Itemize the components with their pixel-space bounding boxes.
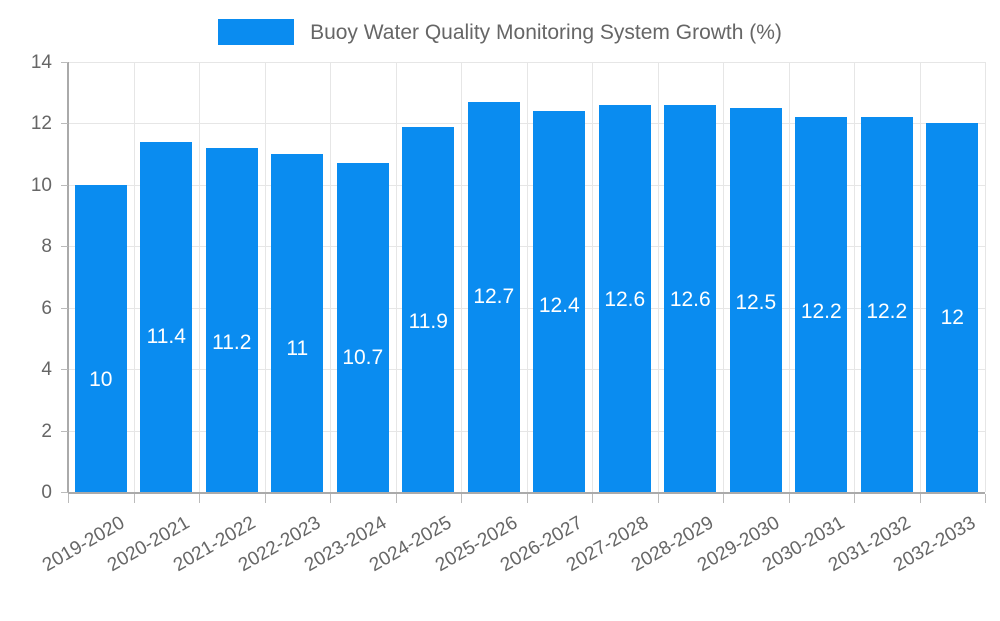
y-axis-tick-label: 12	[30, 113, 52, 135]
bar[interactable]	[336, 163, 389, 492]
y-tick-mark	[61, 184, 68, 186]
x-tick-mark	[134, 494, 135, 503]
y-axis-tick-label: 14	[30, 52, 52, 73]
gridline-vertical	[592, 62, 593, 492]
bar[interactable]	[729, 108, 782, 492]
bar-value-label: 12.2	[866, 300, 908, 324]
bar[interactable]	[795, 117, 848, 492]
gridline-vertical	[461, 62, 462, 492]
gridline-vertical	[265, 62, 266, 492]
bar-value-label: 12.4	[538, 294, 580, 318]
x-tick-mark	[920, 494, 921, 503]
bar[interactable]	[140, 141, 193, 492]
gridline-vertical	[396, 62, 397, 492]
bar[interactable]	[926, 123, 979, 492]
bar-value-label: 11.4	[146, 324, 186, 348]
gridline-vertical	[330, 62, 331, 492]
bar-value-label: 11.9	[408, 309, 448, 333]
y-tick-mark	[61, 246, 68, 248]
y-tick-mark	[61, 123, 68, 125]
gridline-vertical	[723, 62, 724, 492]
bar[interactable]	[467, 101, 520, 492]
x-tick-mark	[461, 494, 462, 503]
bar[interactable]	[205, 148, 258, 492]
bar-value-label: 12.5	[735, 291, 777, 315]
y-tick-mark	[61, 430, 68, 432]
bar-value-label: 10.7	[342, 346, 384, 370]
bar[interactable]	[598, 105, 651, 492]
x-tick-mark	[723, 494, 724, 503]
bar-value-label: 11	[286, 337, 309, 361]
bar-value-label: 12.2	[800, 300, 842, 324]
bar-value-label: 12.6	[604, 288, 646, 311]
bar-value-label: 11.2	[212, 331, 252, 354]
y-axis-tick-label: 8	[41, 236, 52, 258]
legend-color-swatch[interactable]	[218, 19, 295, 45]
gridline-vertical	[527, 62, 528, 492]
bar[interactable]	[664, 105, 717, 492]
gridline-vertical	[658, 62, 659, 492]
y-axis-tick-label: 4	[41, 359, 52, 381]
x-tick-mark	[658, 494, 659, 503]
gridline-horizontal	[68, 184, 985, 186]
gridline-horizontal	[68, 430, 985, 432]
gridline-horizontal	[68, 123, 985, 125]
chart-legend: Buoy Water Quality Monitoring System Gro…	[0, 12, 1000, 52]
x-tick-mark	[789, 494, 790, 503]
bar[interactable]	[271, 154, 324, 492]
x-tick-mark	[396, 494, 397, 503]
x-tick-mark	[330, 494, 331, 503]
bar[interactable]	[402, 126, 455, 492]
x-tick-mark	[265, 494, 266, 503]
y-tick-mark	[61, 62, 68, 63]
gridline-vertical	[789, 62, 790, 492]
bar-value-label: 10	[89, 367, 113, 391]
x-tick-mark	[199, 494, 200, 503]
gridline-horizontal	[68, 307, 985, 309]
gridline-horizontal	[68, 62, 985, 63]
y-axis-tick-label: 6	[41, 297, 52, 319]
gridline-vertical	[854, 62, 855, 492]
bar[interactable]	[74, 184, 127, 492]
gridline-vertical	[920, 62, 921, 492]
y-axis-tick-label: 0	[41, 482, 52, 503]
y-tick-mark	[61, 307, 68, 309]
legend-label: Buoy Water Quality Monitoring System Gro…	[310, 20, 782, 44]
gridline-horizontal	[68, 246, 985, 248]
x-axis-line	[68, 492, 985, 494]
x-tick-mark	[854, 494, 855, 503]
gridline-vertical	[134, 62, 135, 492]
bar[interactable]	[860, 117, 913, 492]
y-tick-mark	[61, 369, 68, 371]
bar-chart: Buoy Water Quality Monitoring System Gro…	[0, 12, 1000, 576]
y-axis-line	[67, 62, 69, 493]
plot-area	[68, 62, 986, 493]
y-axis-tick-label: 10	[30, 174, 52, 196]
bar-value-label: 12.6	[669, 288, 711, 311]
gridline-horizontal	[68, 369, 985, 371]
bar-value-label: 12	[940, 306, 964, 330]
gridline-vertical	[199, 62, 200, 492]
bar[interactable]	[533, 111, 586, 492]
y-tick-mark	[61, 492, 68, 493]
x-tick-mark	[985, 494, 986, 503]
bar-value-label: 12.7	[473, 284, 515, 308]
gridline-vertical	[985, 62, 986, 492]
x-tick-mark	[68, 494, 69, 503]
y-axis-tick-label: 2	[41, 420, 52, 442]
x-tick-mark	[527, 494, 528, 503]
x-tick-mark	[592, 494, 593, 503]
